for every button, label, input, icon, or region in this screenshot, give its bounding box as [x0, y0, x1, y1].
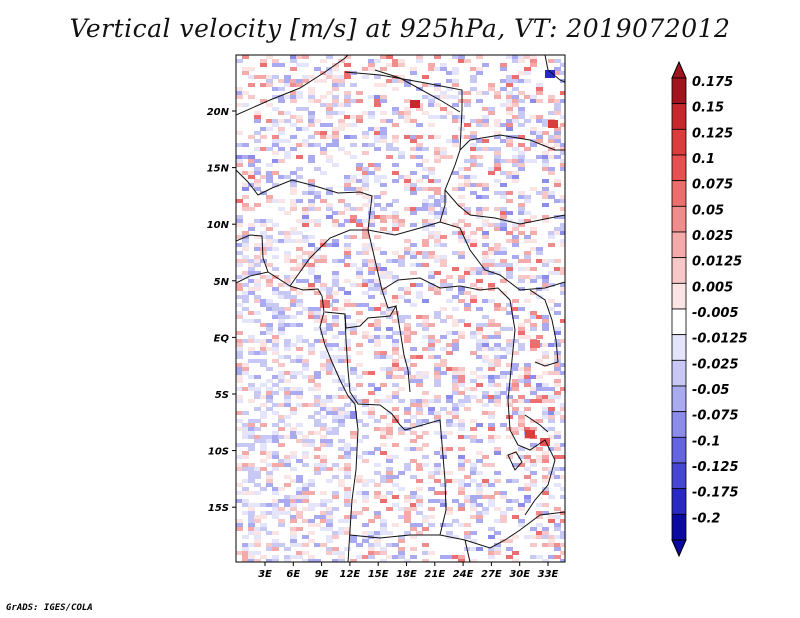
colorbar-swatch [671, 77, 687, 105]
colorbar-label: -0.175 [692, 486, 739, 501]
colorbar-label: 0.0125 [692, 255, 742, 270]
lon-tick-label: 3E [258, 569, 272, 580]
lon-tick-label: 12E [340, 569, 361, 580]
colorbar-swatch [671, 154, 687, 182]
colorbar-swatch [671, 334, 687, 361]
lat-tick-label: 15S [208, 503, 229, 514]
colorbar-label: 0.05 [692, 203, 724, 218]
page-title: Vertical velocity [m/s] at 925hPa, VT: 2… [69, 14, 731, 43]
lat-tick-label: 20N [207, 107, 230, 118]
lon-tick-label: 21E [424, 569, 445, 580]
footer-credit: GrADS: IGES/COLA [6, 603, 93, 613]
colorbar-swatch [671, 359, 687, 387]
velocity-field [236, 55, 565, 562]
longitude-axis: 3E 6E 9E 12E 15E 18E 21E 24E 27E 30E 33E [258, 562, 559, 580]
colorbar-swatch [671, 282, 687, 310]
lat-tick-label: 5N [214, 277, 230, 288]
lat-tick-label: 10S [208, 447, 229, 458]
colorbar-label: -0.075 [692, 409, 739, 424]
colorbar-label: 0.125 [692, 126, 733, 141]
lat-tick-label: 15N [207, 164, 230, 175]
lon-tick-label: 30E [509, 569, 530, 580]
colorbar-swatch [671, 257, 687, 284]
lat-tick-label: EQ [214, 333, 230, 344]
colorbar-label: -0.025 [692, 357, 739, 372]
lon-tick-label: 33E [538, 569, 559, 580]
colorbar-label: -0.05 [692, 383, 729, 398]
colorbar-swatch [671, 488, 687, 515]
colorbar-label: -0.125 [692, 460, 739, 475]
colorbar-label: -0.2 [692, 511, 720, 526]
lon-tick-label: 24E [453, 569, 474, 580]
lat-tick-label: 10N [207, 220, 230, 231]
colorbar-swatch [671, 231, 687, 259]
colorbar-swatch [671, 308, 687, 336]
colorbar-swatch [671, 436, 687, 464]
latitude-axis: 20N 15N 10N 5N EQ 5S 10S 15S [207, 107, 236, 514]
colorbar-swatch [671, 128, 687, 156]
lon-tick-label: 9E [315, 569, 329, 580]
colorbar-label: -0.0125 [692, 332, 748, 347]
colorbar-swatch [671, 385, 687, 413]
lon-tick-label: 18E [396, 569, 417, 580]
colorbar: 0.175 0.15 0.125 0.1 0.075 0.05 0.025 0.0125 0.0… [671, 60, 748, 558]
colorbar-label: 0.075 [692, 178, 733, 193]
lon-tick-label: 6E [286, 569, 300, 580]
colorbar-swatch [671, 180, 687, 207]
colorbar-label: 0.025 [692, 229, 733, 244]
colorbar-label: -0.005 [692, 306, 739, 321]
lon-tick-label: 27E [481, 569, 502, 580]
colorbar-label: 0.15 [692, 101, 724, 116]
colorbar-label: 0.175 [692, 75, 733, 90]
colorbar-bottom-arrow [671, 539, 687, 558]
colorbar-swatch [671, 411, 687, 438]
colorbar-label: 0.1 [692, 152, 715, 167]
lon-tick-label: 15E [368, 569, 389, 580]
colorbar-label: 0.005 [692, 280, 733, 295]
colorbar-swatch [671, 513, 687, 541]
colorbar-swatch [671, 462, 687, 490]
colorbar-label: -0.1 [692, 434, 720, 449]
country-borders [236, 55, 565, 562]
colorbar-top-arrow [671, 60, 687, 79]
map-frame [235, 54, 566, 563]
colorbar-swatch [671, 205, 687, 233]
lat-tick-label: 5S [215, 390, 229, 401]
colorbar-swatch [671, 103, 687, 130]
